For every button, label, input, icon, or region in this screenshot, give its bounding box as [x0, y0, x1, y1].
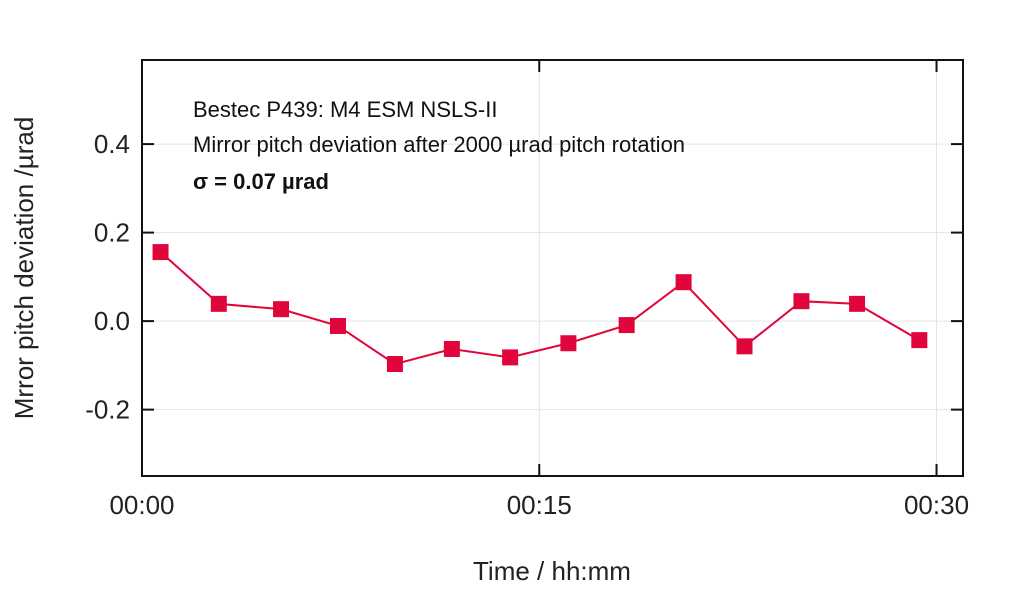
data-point: [210, 295, 227, 312]
series: [152, 244, 928, 373]
y-tick-label: 0.0: [94, 306, 130, 336]
annotation-1: Bestec P439: M4 ESM NSLS-II: [193, 97, 497, 122]
data-point: [736, 338, 753, 355]
annotation-3: σ = 0.07 µrad: [193, 169, 329, 194]
grid: [141, 60, 963, 476]
x-axis-label: Time / hh:mm: [473, 556, 631, 586]
data-point: [560, 335, 577, 352]
data-point: [618, 317, 635, 334]
data-point: [152, 244, 169, 261]
data-point: [675, 274, 692, 291]
y-tick-label: 0.2: [94, 218, 130, 248]
data-point: [793, 293, 810, 310]
annotation-2: Mirror pitch deviation after 2000 µrad p…: [193, 132, 685, 157]
y-axis-label: Mrror pitch deviation /µrad: [9, 117, 39, 420]
data-point: [443, 340, 460, 357]
data-point: [386, 356, 403, 373]
y-tick-label: -0.2: [85, 395, 130, 425]
data-point: [502, 349, 519, 366]
y-tick-label: 0.4: [94, 129, 130, 159]
plot-frame: [141, 59, 964, 477]
data-point: [329, 317, 346, 334]
x-tick-label: 00:15: [507, 490, 572, 520]
data-point: [849, 295, 866, 312]
x-tick-label: 00:00: [109, 490, 174, 520]
ticks: 0.4 0.2 0.0 -0.2 00:00 00:15 00:30: [85, 60, 969, 520]
series-line: [159, 251, 920, 366]
x-tick-label: 00:30: [904, 490, 969, 520]
data-point: [911, 332, 928, 349]
data-point: [273, 301, 290, 318]
